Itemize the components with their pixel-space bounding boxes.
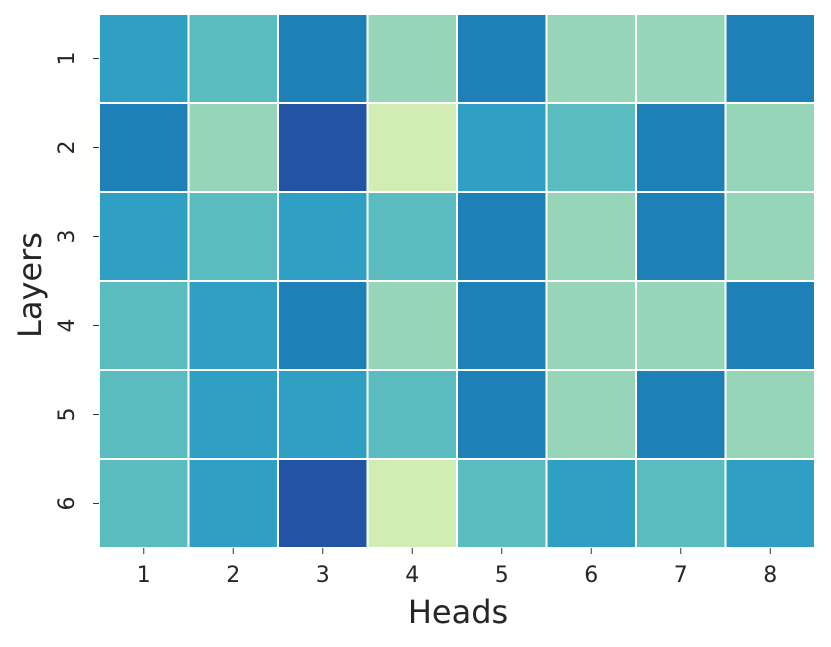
x-axis-label: Heads bbox=[408, 593, 508, 631]
heatmap-cell bbox=[545, 102, 637, 193]
x-tick-label: 5 bbox=[495, 563, 509, 588]
heatmap-cell bbox=[277, 191, 369, 282]
x-tick-label: 2 bbox=[226, 563, 240, 588]
heatmap-cell bbox=[187, 13, 279, 104]
heatmap-cell bbox=[366, 458, 458, 549]
heatmap-cell bbox=[635, 369, 727, 460]
heatmap-cell bbox=[277, 280, 369, 371]
heatmap-cell bbox=[277, 13, 369, 104]
heatmap-cell bbox=[98, 280, 190, 371]
heatmap-cell bbox=[366, 13, 458, 104]
heatmap-cell bbox=[187, 280, 279, 371]
x-tick-label: 8 bbox=[763, 563, 777, 588]
heatmap-cell bbox=[456, 191, 548, 282]
heatmap-cell bbox=[366, 102, 458, 193]
heatmap-cell bbox=[635, 191, 727, 282]
heatmap-cell bbox=[724, 458, 816, 549]
heatmap-cell bbox=[724, 13, 816, 104]
x-tick-label: 1 bbox=[137, 563, 151, 588]
heatmap-cell bbox=[545, 13, 637, 104]
heatmap-cell bbox=[545, 369, 637, 460]
heatmap-cell bbox=[635, 13, 727, 104]
x-tick-label: 7 bbox=[674, 563, 688, 588]
heatmap-cell bbox=[635, 458, 727, 549]
x-tick-label: 3 bbox=[316, 563, 330, 588]
y-tick-label: 5 bbox=[55, 408, 80, 422]
heatmap-cell bbox=[635, 280, 727, 371]
heatmap-cell bbox=[98, 13, 190, 104]
heatmap-cell bbox=[366, 191, 458, 282]
heatmap-cell bbox=[277, 458, 369, 549]
heatmap-cell bbox=[187, 102, 279, 193]
heatmap-cell bbox=[366, 369, 458, 460]
heatmap-cell bbox=[187, 369, 279, 460]
heatmap-cell bbox=[187, 458, 279, 549]
heatmap-cell bbox=[545, 191, 637, 282]
heatmap-cell bbox=[456, 102, 548, 193]
heatmap-cell bbox=[724, 191, 816, 282]
y-tick-label: 4 bbox=[55, 319, 80, 333]
y-tick-label: 3 bbox=[55, 230, 80, 244]
heatmap-cell bbox=[366, 280, 458, 371]
heatmap-cell bbox=[98, 458, 190, 549]
heatmap-cell bbox=[98, 102, 190, 193]
heatmap-cell bbox=[277, 102, 369, 193]
heatmap-cell bbox=[724, 280, 816, 371]
heatmap-cell bbox=[98, 369, 190, 460]
heatmap-cell bbox=[724, 102, 816, 193]
y-tick-label: 6 bbox=[55, 497, 80, 511]
y-tick-label: 2 bbox=[55, 141, 80, 155]
y-tick-label: 1 bbox=[55, 52, 80, 66]
heatmap-cell bbox=[456, 13, 548, 104]
heatmap-cell bbox=[545, 458, 637, 549]
heatmap-cell bbox=[456, 369, 548, 460]
x-tick-label: 6 bbox=[584, 563, 598, 588]
heatmap-cell bbox=[456, 280, 548, 371]
heatmap-cell bbox=[545, 280, 637, 371]
heatmap-cell bbox=[98, 191, 190, 282]
heatmap-cell bbox=[456, 458, 548, 549]
heatmap-cell bbox=[187, 191, 279, 282]
heatmap-cell bbox=[277, 369, 369, 460]
heatmap-cell bbox=[635, 102, 727, 193]
heatmap-cell bbox=[724, 369, 816, 460]
x-tick-label: 4 bbox=[405, 563, 419, 588]
y-axis-label: Layers bbox=[11, 232, 49, 338]
